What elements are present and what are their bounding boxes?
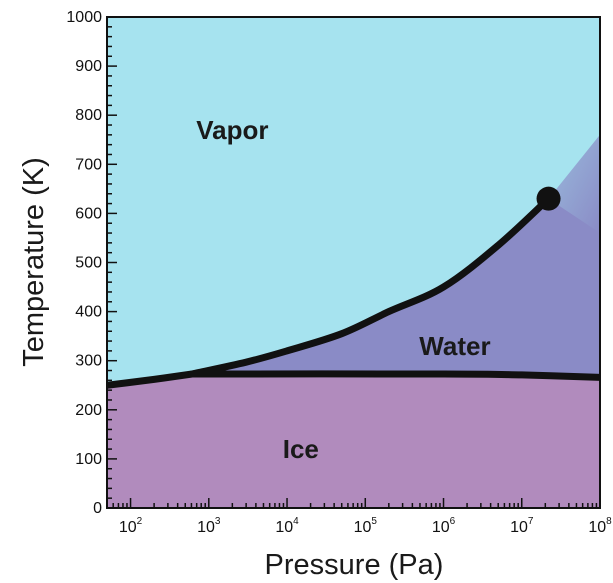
melting-curve [188,370,600,381]
region-label-water: Water [419,331,490,361]
y-tick-label: 900 [75,58,102,75]
x-tick-label: 108 [588,516,612,536]
vaporization-curve [188,195,553,378]
region-labels: Vapor Water Ice [196,115,490,464]
supercritical-fade [548,134,600,233]
y-tick-label: 500 [75,255,102,272]
y-tick-label: 700 [75,156,102,173]
y-tick-label: 800 [75,107,102,124]
y-tick-label: 600 [75,205,102,222]
y-tick-label: 300 [75,353,102,370]
y-tick-label: 400 [75,304,102,321]
x-tick-label: 105 [354,516,378,536]
phase-boundaries [107,186,600,389]
region-ice [107,374,600,508]
x-tick-label: 107 [510,516,534,536]
y-axis-title: Temperature (K) [18,157,50,367]
region-label-vapor: Vapor [196,115,268,145]
y-tick-label: 0 [93,500,102,517]
y-axis: 0 100 200 300 400 500 600 700 800 900 1000 [66,9,117,517]
y-tick-label: 1000 [66,9,102,26]
sublimation-curve [107,370,196,389]
critical-point-marker [536,186,561,211]
phase-regions [107,17,600,508]
x-tick-label: 103 [197,516,221,536]
x-tick-label: 106 [432,516,456,536]
x-tick-label: 102 [119,516,143,536]
y-tick-label: 200 [75,402,102,419]
region-water [192,134,600,378]
x-tick-label: 104 [275,516,299,536]
y-tick-label: 100 [75,451,102,468]
region-label-ice: Ice [283,434,319,464]
x-axis: 102 103 104 105 106 107 108 [106,498,612,536]
x-axis-title: Pressure (Pa) [265,549,444,581]
